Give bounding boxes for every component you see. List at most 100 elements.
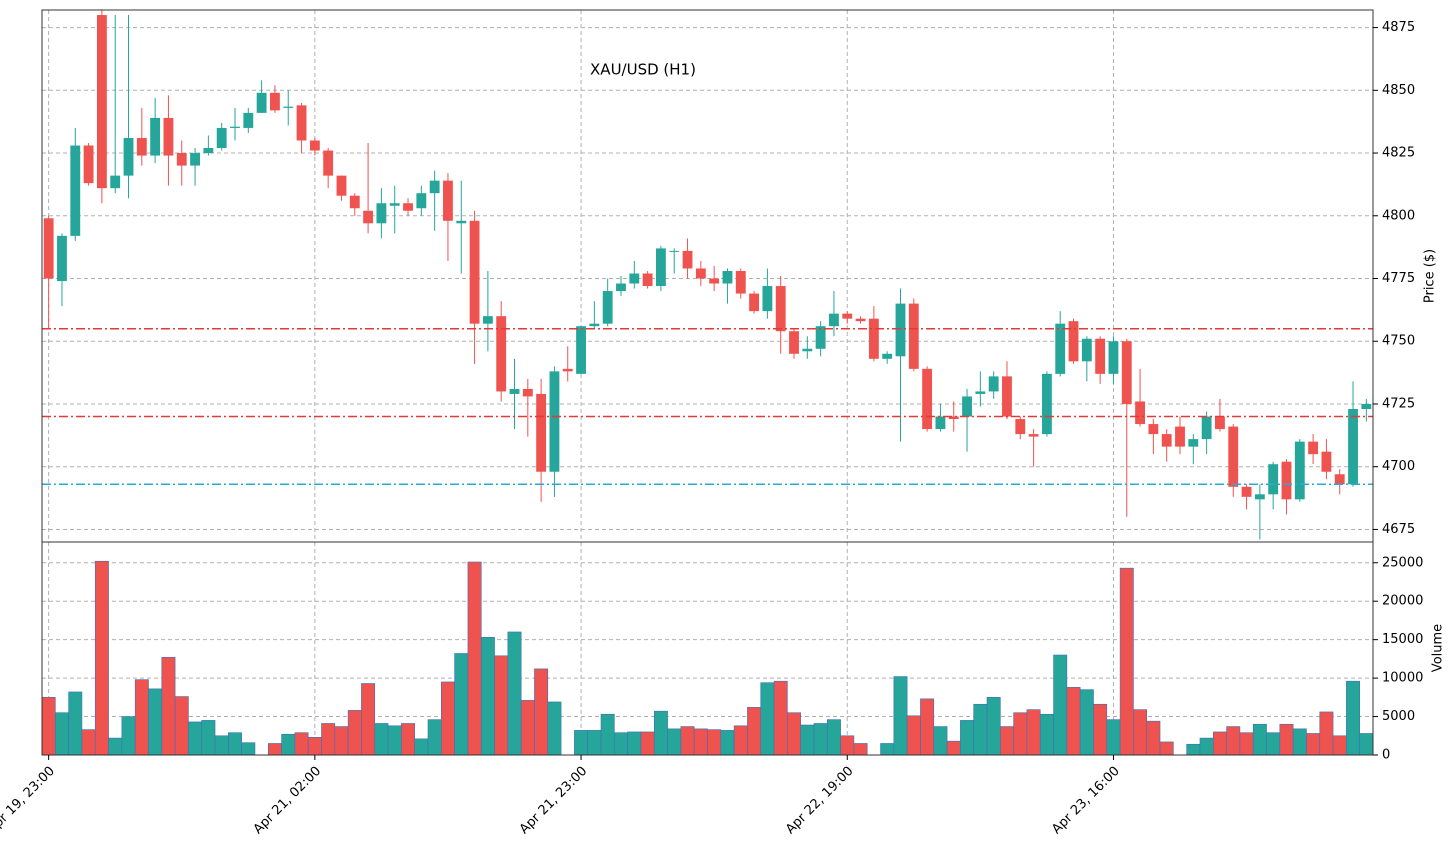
chart-title: XAU/USD (H1) <box>590 61 696 79</box>
volume-bar <box>161 657 176 756</box>
candle-body <box>669 250 680 252</box>
volume-bar <box>1053 654 1068 756</box>
volume-bar <box>134 679 149 756</box>
candle-body <box>642 273 653 287</box>
volume-bar <box>1279 723 1294 756</box>
volume-bar <box>520 700 535 756</box>
candle-body <box>1254 494 1265 500</box>
volume-bar <box>281 733 296 756</box>
volume-bar <box>1319 711 1334 756</box>
volume-bar <box>1000 726 1014 756</box>
volume-bar <box>387 725 402 756</box>
volume-bar <box>347 710 362 756</box>
candle-body <box>1055 323 1066 374</box>
candle-body <box>1294 441 1305 500</box>
volume-bar <box>1239 732 1254 756</box>
volume-bar <box>853 743 868 756</box>
candle-body <box>749 293 760 312</box>
candle-body <box>922 368 933 430</box>
candle-body <box>1148 424 1159 435</box>
volume-tick-label: 20000 <box>1382 594 1423 609</box>
volume-bar <box>94 560 109 756</box>
candle-body <box>1015 419 1026 435</box>
candle-body <box>735 270 746 294</box>
volume-bar <box>826 719 841 756</box>
volume-bar <box>880 743 895 756</box>
volume-bar <box>1146 720 1161 756</box>
volume-bar <box>1093 703 1108 756</box>
candle-body <box>203 148 214 154</box>
volume-bar <box>414 738 429 756</box>
candle-body <box>522 388 533 397</box>
volume-bar <box>440 681 455 756</box>
candle-body <box>1135 401 1145 425</box>
candle-body <box>975 391 986 394</box>
volume-bar <box>773 680 788 756</box>
volume-bar <box>494 655 509 756</box>
volume-bar <box>1133 709 1148 756</box>
volume-bar <box>1119 567 1134 756</box>
y-tick-label: 4700 <box>1382 459 1415 474</box>
y-tick-label: 4800 <box>1382 208 1415 223</box>
volume-bar <box>467 561 482 756</box>
candle-body <box>57 235 67 282</box>
candle-body <box>1281 461 1292 500</box>
volume-bar <box>334 726 349 756</box>
candle-body <box>363 210 374 224</box>
candle-body <box>988 376 999 392</box>
volume-bar <box>813 723 828 756</box>
candle-body <box>1041 373 1052 435</box>
volume-bar <box>574 730 589 756</box>
candle-body <box>576 326 586 374</box>
candle-body <box>762 286 773 312</box>
volume-tick-label: 15000 <box>1382 632 1423 647</box>
volume-bar <box>480 637 495 756</box>
candle-body <box>962 396 972 417</box>
y-tick-label: 4725 <box>1382 396 1415 411</box>
volume-bar <box>241 742 256 756</box>
candle-body <box>589 323 600 327</box>
volume-bar <box>600 713 615 756</box>
volume-bar <box>840 735 855 756</box>
candle-body <box>1348 409 1358 485</box>
volume-bar <box>747 707 762 756</box>
candle-body <box>163 117 174 156</box>
candle-body <box>482 316 493 324</box>
candle-body <box>1002 376 1012 417</box>
volume-tick-label: 5000 <box>1382 709 1415 724</box>
volume-bar <box>108 737 123 756</box>
volume-bar <box>680 726 695 756</box>
candle-body <box>389 203 400 206</box>
candle-body <box>655 248 666 287</box>
candle-body <box>829 313 839 327</box>
volume-bar <box>1186 743 1201 756</box>
candle-body <box>1175 426 1185 447</box>
volume-bar <box>893 676 908 756</box>
candle-body <box>83 145 94 184</box>
volume-bar <box>787 712 801 756</box>
volume-tick-label: 0 <box>1382 748 1390 763</box>
volume-bar <box>1026 709 1041 756</box>
candle-body <box>815 326 826 349</box>
volume-bar <box>667 728 682 756</box>
candle-body <box>1095 338 1106 374</box>
volume-bar <box>906 715 921 756</box>
candle-body <box>283 106 294 108</box>
candle-body <box>722 270 733 284</box>
volume-bar <box>614 732 628 756</box>
volume-bar <box>294 732 309 756</box>
y-tick-label: 4775 <box>1382 271 1415 286</box>
y-axis-label: Price ($) <box>1423 249 1438 303</box>
volume-bar <box>1199 737 1214 756</box>
volume-bar <box>1159 741 1174 756</box>
candle-body <box>230 126 240 128</box>
candle-body <box>296 105 307 141</box>
y-tick-label: 4850 <box>1382 83 1415 98</box>
volume-bar <box>653 710 668 756</box>
candle-body <box>948 416 959 420</box>
candle-body <box>775 286 786 332</box>
candle-body <box>376 203 387 224</box>
volume-bar <box>321 723 336 756</box>
candle-body <box>136 137 147 156</box>
